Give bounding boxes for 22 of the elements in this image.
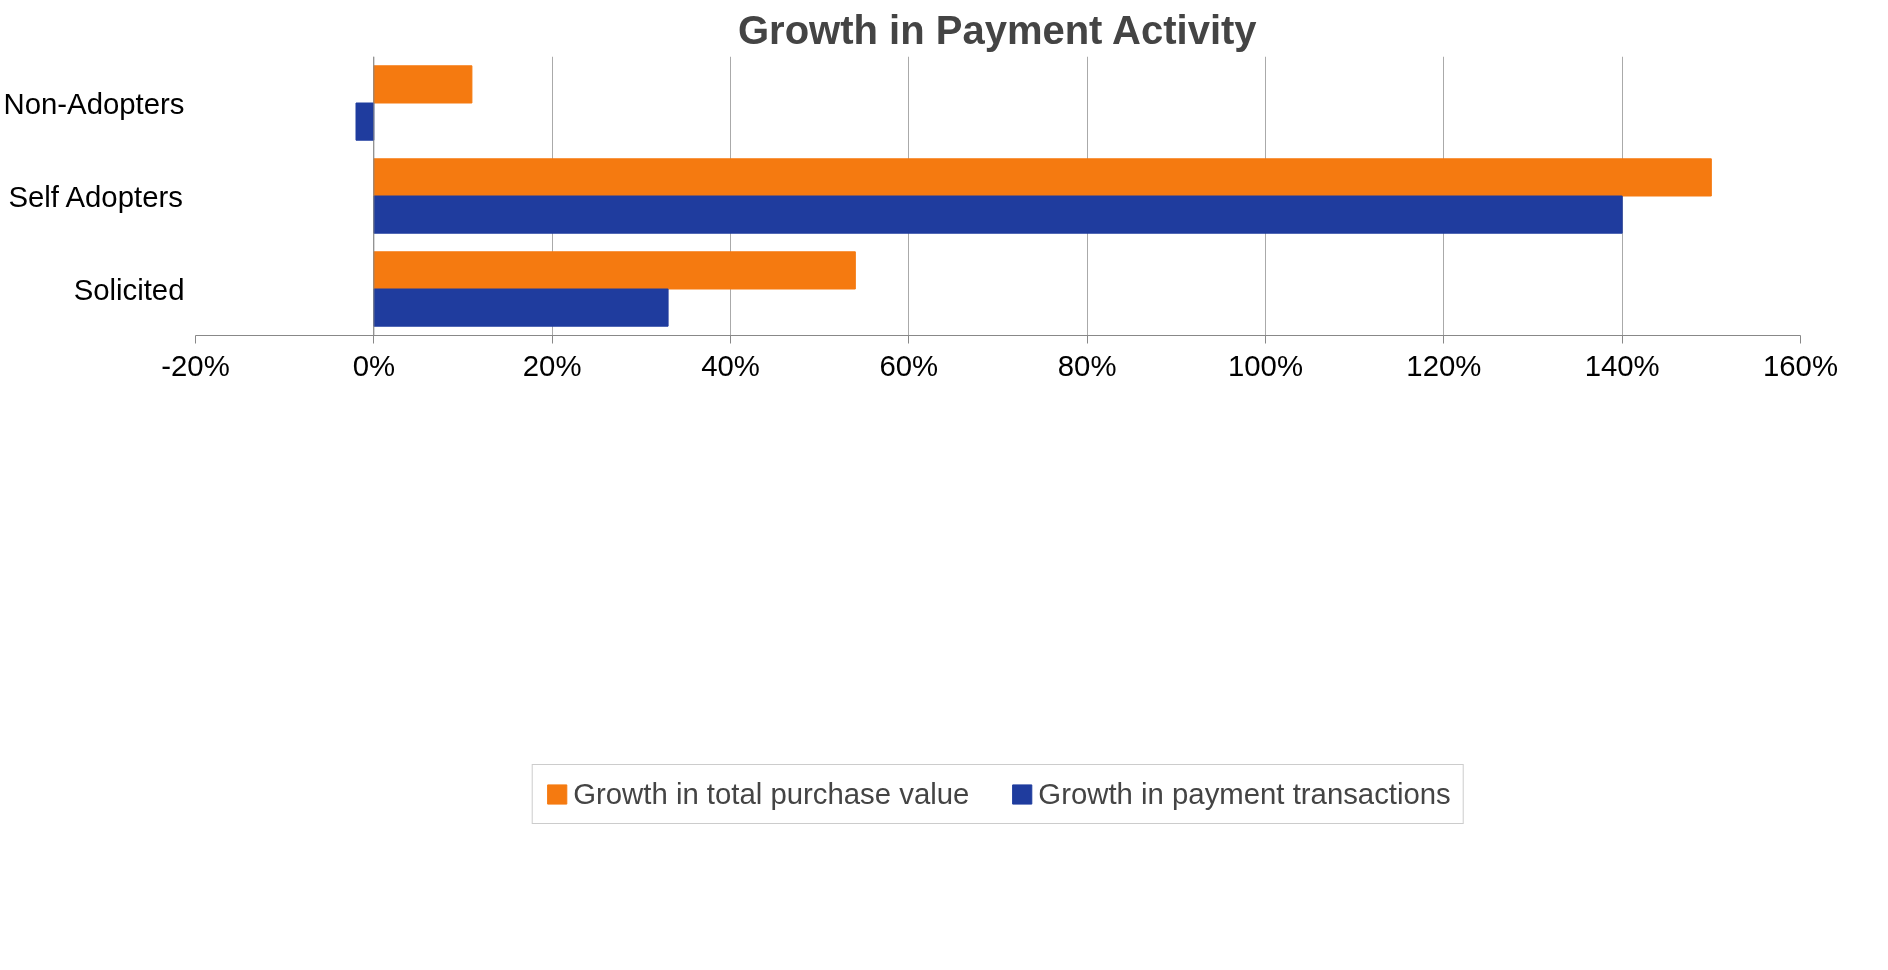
x-tick-label: 140%: [1584, 348, 1660, 382]
x-tick-label: 80%: [1057, 348, 1117, 382]
bar: [373, 288, 669, 327]
bar: [355, 102, 375, 141]
bar: [373, 65, 473, 104]
x-tick-label: -20%: [161, 348, 230, 382]
bar: [373, 251, 856, 290]
chart-title: Growth in Payment Activity: [737, 7, 1258, 52]
bar: [373, 195, 1623, 234]
x-tick-label: 120%: [1406, 348, 1482, 382]
y-tick-label: Self Adopters: [8, 179, 183, 213]
legend-label: Growth in payment transactions: [1038, 776, 1451, 811]
y-tick-label: Solicited: [73, 272, 185, 306]
x-tick-label: 60%: [879, 348, 939, 382]
x-tick-label: 160%: [1762, 348, 1839, 382]
x-tick-label: 40%: [701, 348, 760, 382]
x-tick-label: 0%: [352, 348, 396, 382]
x-tick-label: 100%: [1227, 348, 1304, 382]
legend-label: Growth in total purchase value: [573, 776, 970, 811]
y-tick-label: Non-Adopters: [3, 86, 185, 120]
x-tick-label: 20%: [522, 348, 582, 382]
bar: [373, 158, 1712, 197]
